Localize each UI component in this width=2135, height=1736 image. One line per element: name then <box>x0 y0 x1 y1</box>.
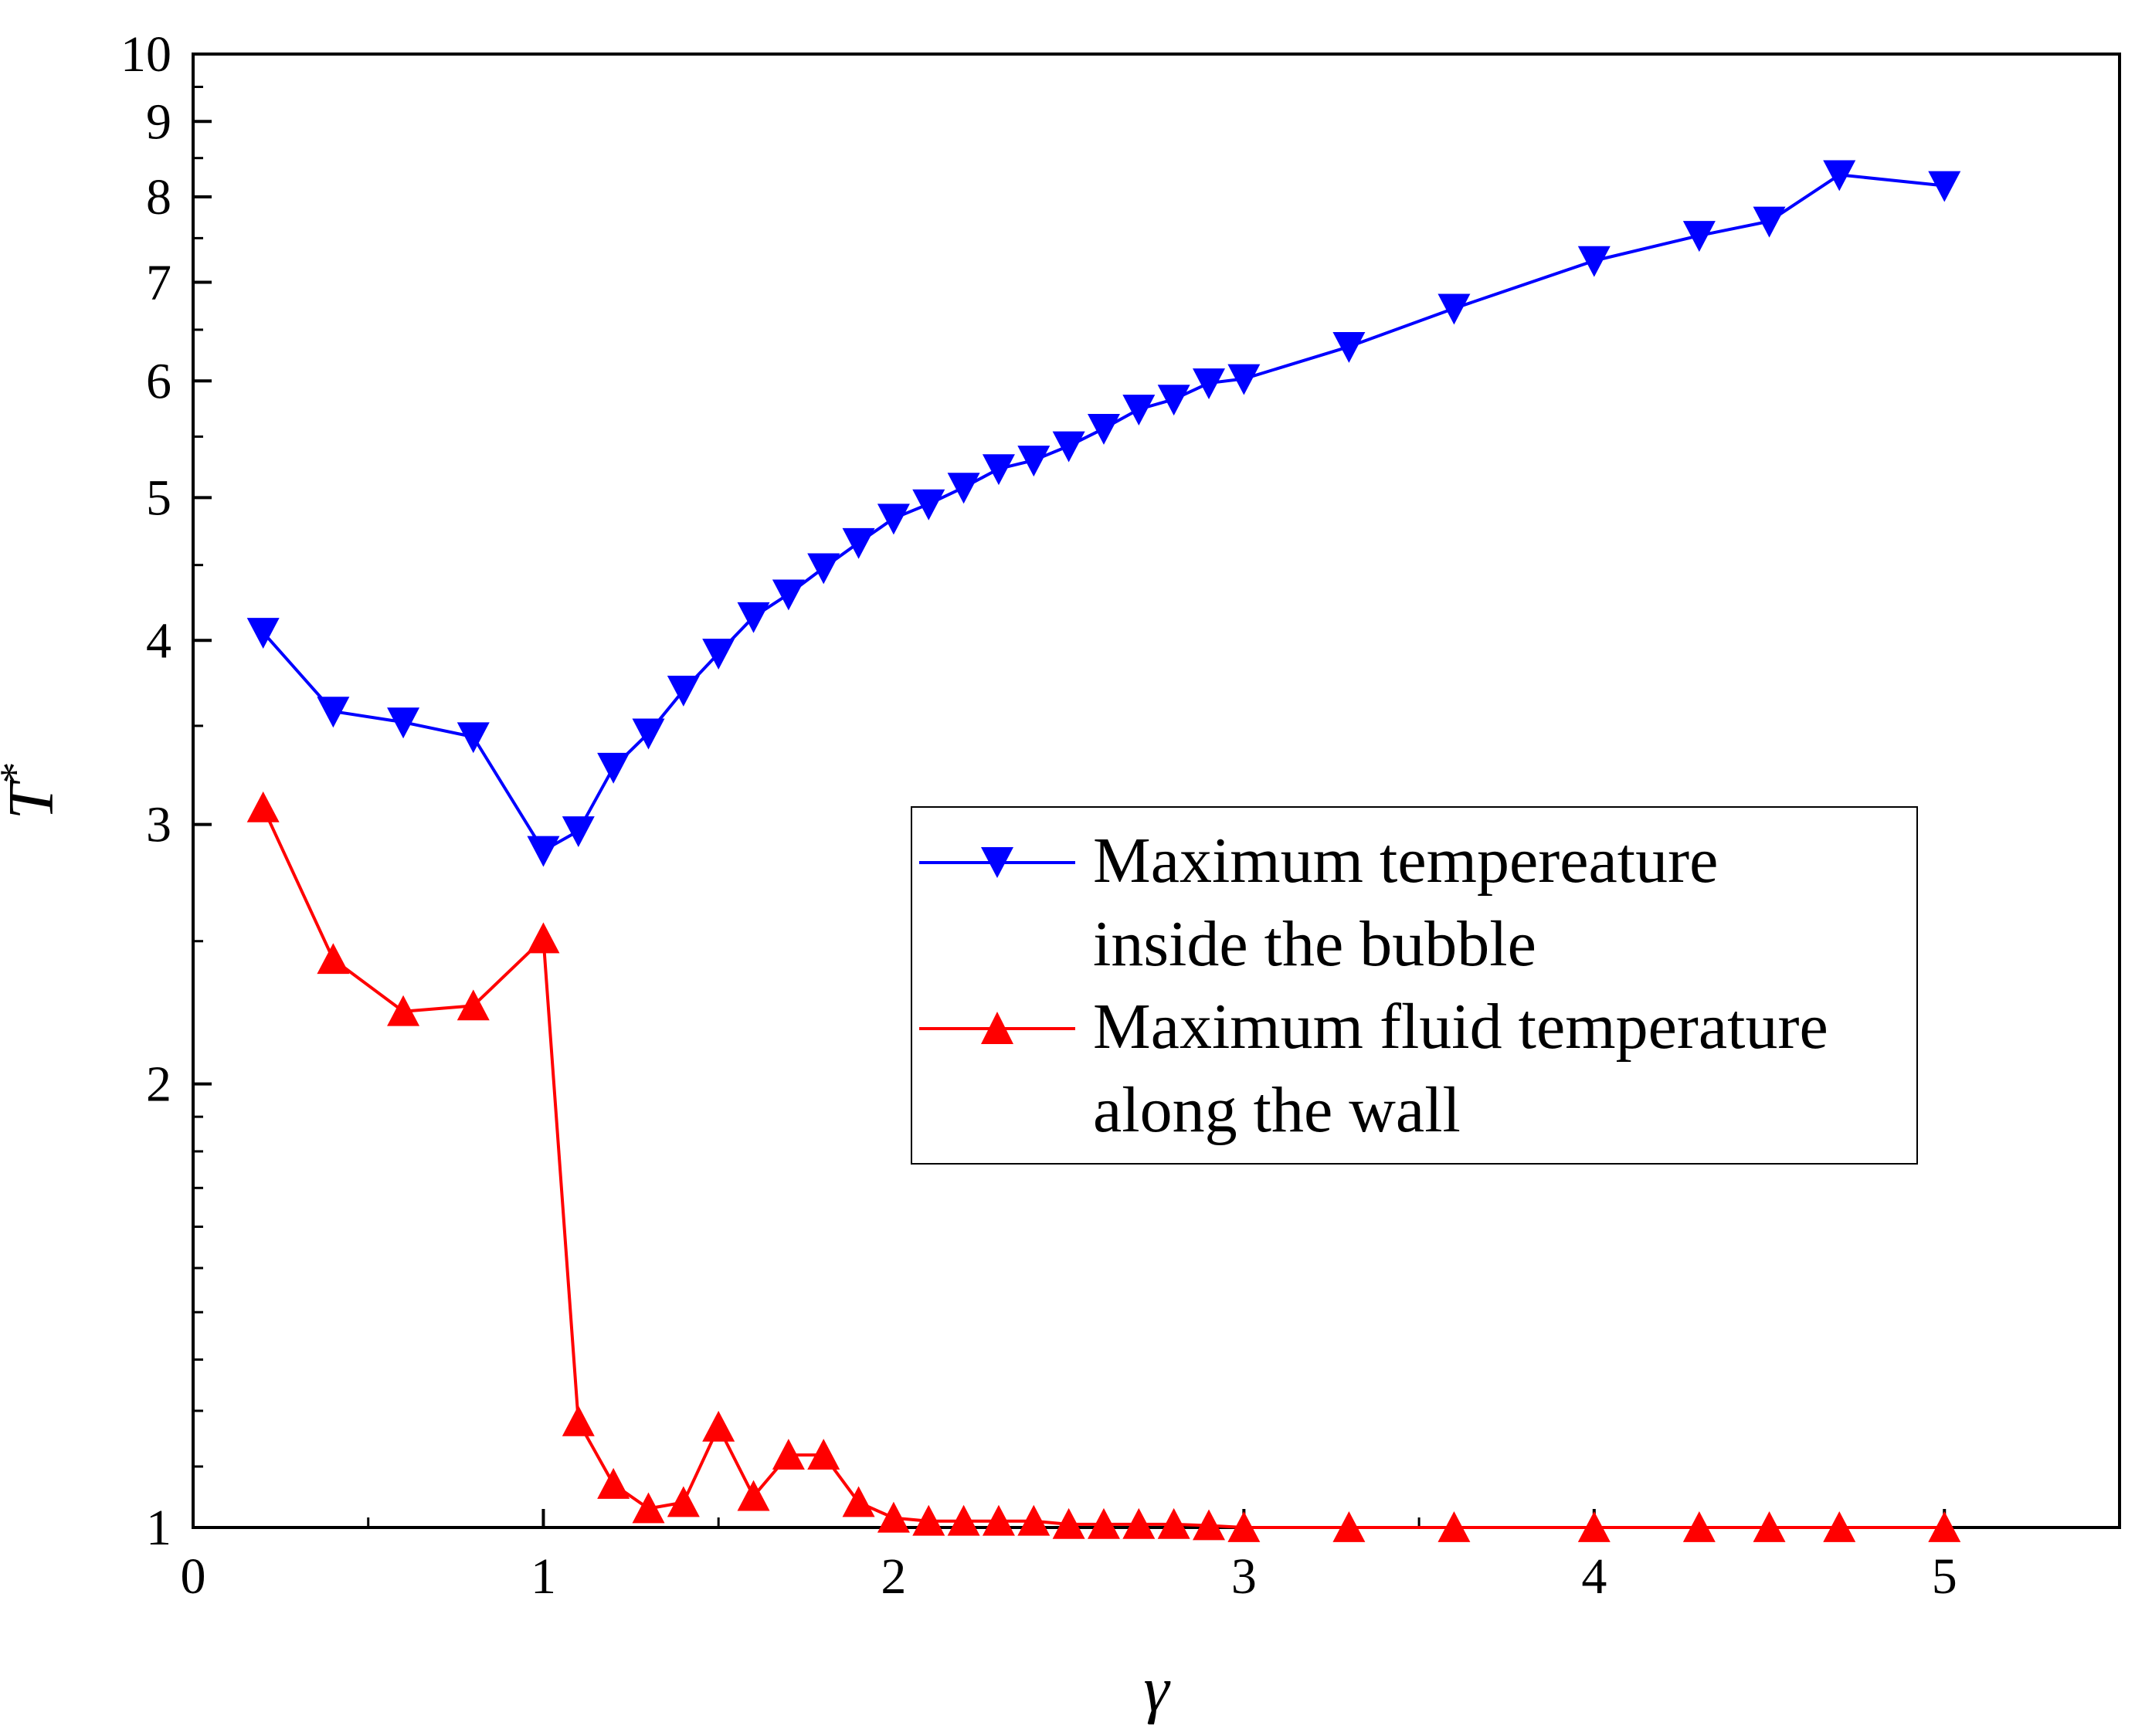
data-point-marker <box>807 1439 840 1470</box>
data-point-marker <box>702 1410 735 1442</box>
data-point-marker <box>246 791 280 822</box>
x-tick-label: 2 <box>881 1548 906 1605</box>
data-point-marker <box>1193 368 1226 400</box>
data-point-marker <box>982 454 1015 486</box>
data-point-marker <box>457 989 490 1021</box>
data-point-marker <box>387 995 420 1026</box>
data-point-marker <box>877 504 910 535</box>
data-point-marker <box>1682 221 1716 253</box>
data-point-marker <box>1928 171 1961 202</box>
data-point-marker <box>1087 1507 1120 1539</box>
data-point-marker <box>527 836 560 867</box>
legend-marker-wall <box>981 1012 1013 1044</box>
y-tick-label: 3 <box>146 797 171 853</box>
legend-label-wall-line1: Maximum fluid temperature <box>1093 991 1828 1063</box>
y-axis-title: T* <box>0 762 67 820</box>
data-point-marker <box>1052 1507 1085 1539</box>
data-point-marker <box>317 697 350 728</box>
y-tick-label: 6 <box>146 353 171 409</box>
data-point-marker <box>842 1486 875 1517</box>
data-point-marker <box>667 1486 700 1517</box>
y-axis-title-main: T <box>0 779 67 819</box>
x-tick-label: 1 <box>531 1548 556 1605</box>
data-point-marker <box>597 752 630 784</box>
data-point-marker <box>1052 431 1085 463</box>
data-point-marker <box>1332 332 1366 363</box>
data-point-marker <box>1157 1507 1190 1539</box>
data-point-marker <box>1122 395 1156 426</box>
y-tick-label: 9 <box>146 93 171 150</box>
y-tick-label: 8 <box>146 169 171 225</box>
x-axis-title: γ <box>1143 1653 1170 1725</box>
data-point-marker <box>246 618 280 649</box>
x-tick-label: 3 <box>1231 1548 1257 1605</box>
y-tick-label: 4 <box>146 612 171 669</box>
legend-label-wall-line2: along the wall <box>1093 1074 1461 1146</box>
series-wall <box>246 791 1961 1542</box>
data-point-marker <box>1437 1511 1471 1542</box>
data-point-marker <box>842 527 875 559</box>
data-point-marker <box>387 707 420 739</box>
data-point-marker <box>1577 1511 1611 1542</box>
data-point-marker <box>527 922 560 954</box>
data-point-marker <box>877 1501 910 1533</box>
data-point-marker <box>1928 1511 1961 1542</box>
data-point-marker <box>1157 385 1190 416</box>
data-point-marker <box>737 602 770 633</box>
data-point-marker <box>457 722 490 754</box>
data-point-marker <box>1753 206 1786 238</box>
data-point-marker <box>947 1504 980 1536</box>
data-point-marker <box>1332 1511 1366 1542</box>
data-point-marker <box>772 1439 805 1470</box>
data-point-marker <box>1823 1511 1856 1542</box>
y-axis-title-superscript: * <box>0 762 39 784</box>
series-line <box>262 173 1945 853</box>
y-tick-label: 7 <box>146 255 171 311</box>
y-tick-label: 5 <box>146 470 171 526</box>
legend: Maximum tempereature inside the bubble M… <box>911 806 1918 1165</box>
data-point-marker <box>1753 1511 1786 1542</box>
data-point-marker <box>1193 1509 1226 1541</box>
legend-box <box>911 806 1918 1165</box>
data-point-marker <box>807 553 840 585</box>
data-point-marker <box>1577 246 1611 277</box>
data-point-marker <box>947 473 980 504</box>
legend-label-bubble-line1: Maximum tempereature <box>1093 825 1718 897</box>
data-point-marker <box>1122 1507 1156 1539</box>
data-point-marker <box>1087 414 1120 445</box>
x-tick-label: 5 <box>1932 1548 1957 1605</box>
data-point-marker <box>1017 1504 1051 1536</box>
x-tick-label: 0 <box>181 1548 206 1605</box>
data-point-marker <box>1227 364 1261 395</box>
data-point-marker <box>737 1480 770 1511</box>
plot-frame <box>192 53 2121 1529</box>
data-point-marker <box>982 1504 1015 1536</box>
data-point-marker <box>632 1492 665 1524</box>
series-bubble <box>246 160 1961 867</box>
data-point-marker <box>702 639 735 670</box>
y-tick-label: 2 <box>146 1056 171 1113</box>
y-tick-label: 10 <box>120 26 171 83</box>
data-point-marker <box>317 943 350 975</box>
data-point-marker <box>1682 1511 1716 1542</box>
data-point-marker <box>667 675 700 707</box>
data-point-marker <box>632 718 665 750</box>
data-point-marker <box>912 1504 945 1536</box>
legend-marker-bubble <box>981 847 1013 878</box>
series-layer <box>246 160 1961 1542</box>
legend-label-bubble-line2: inside the bubble <box>1093 908 1536 980</box>
data-point-marker <box>562 1405 595 1436</box>
data-point-marker <box>1227 1511 1261 1542</box>
data-point-marker <box>772 579 805 611</box>
data-point-marker <box>1017 446 1051 477</box>
data-point-marker <box>597 1467 630 1499</box>
data-point-marker <box>1437 293 1471 325</box>
y-tick-label: 1 <box>146 1500 171 1556</box>
data-point-marker <box>1823 160 1856 192</box>
data-point-marker <box>912 489 945 520</box>
x-tick-label: 4 <box>1581 1548 1607 1605</box>
data-point-marker <box>562 816 595 847</box>
y-axis: 1 2 3 4 5 6 7 8 9 10 <box>120 26 212 1556</box>
